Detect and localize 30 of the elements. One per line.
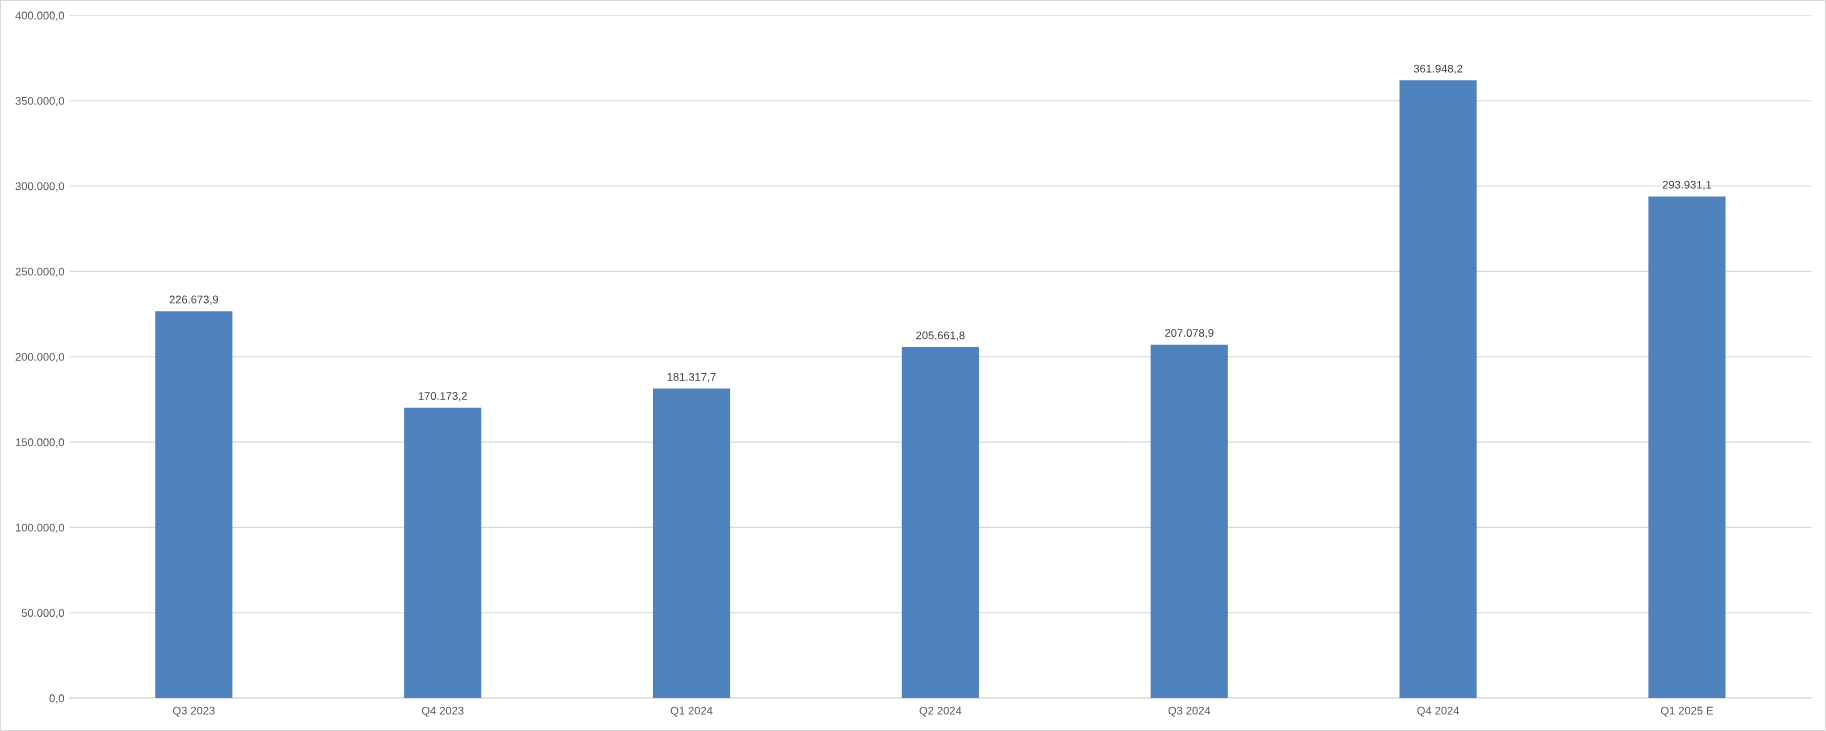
x-tick-label: Q3 2024	[1168, 706, 1211, 717]
y-tick-label: 250.000,0	[15, 267, 65, 277]
y-tick-label: 200.000,0	[15, 353, 65, 363]
y-tick-label: 400.000,0	[15, 11, 65, 21]
bar	[652, 388, 731, 699]
y-tick-label: 350.000,0	[15, 96, 65, 107]
x-tick-label: Q3 2023	[173, 706, 215, 717]
x-tick-label: Q4 2023	[421, 706, 464, 717]
x-tick-label: Q4 2024	[1417, 706, 1460, 717]
y-tick-label: 50.000,0	[21, 609, 65, 619]
data-label: 181.317,7	[667, 373, 716, 383]
bar	[404, 407, 482, 699]
y-tick-label: 100.000,0	[15, 523, 65, 533]
bar	[1648, 196, 1726, 699]
data-label: 361.948,2	[1413, 64, 1463, 74]
bar	[155, 311, 233, 699]
y-tick-label: 150.000,0	[15, 438, 65, 448]
bar	[1399, 80, 1477, 699]
x-tick-label: Q1 2024	[670, 706, 713, 717]
data-label: 226.673,9	[169, 295, 219, 305]
x-tick-label: Q1 2025 E	[1660, 706, 1714, 717]
data-label: 205.661,8	[916, 331, 965, 341]
data-label: 207.078,9	[1165, 329, 1214, 339]
data-label: 293.931,1	[1662, 180, 1712, 190]
x-tick-label: Q2 2024	[919, 706, 962, 717]
bar	[1150, 344, 1228, 699]
y-tick-label: 0,0	[49, 694, 65, 704]
y-tick-label: 300.000,0	[15, 182, 65, 192]
bar	[901, 347, 979, 699]
data-label: 170.173,2	[418, 392, 467, 402]
